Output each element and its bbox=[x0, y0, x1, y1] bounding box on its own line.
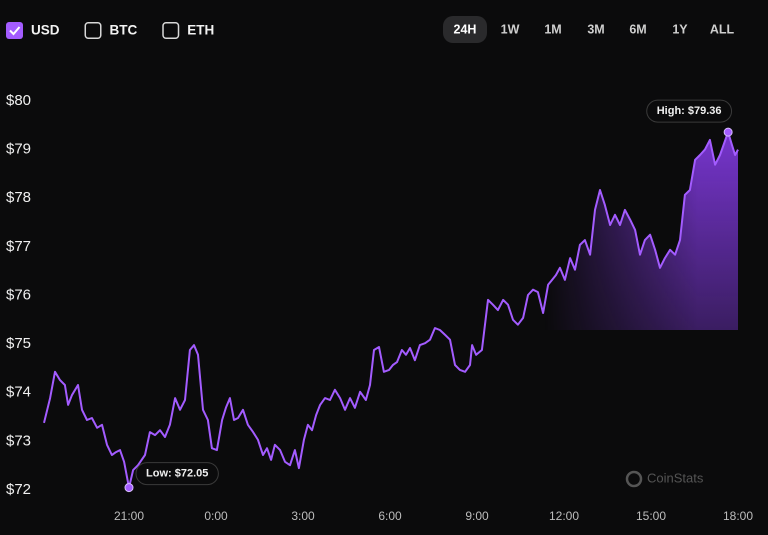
y-tick-label: $78 bbox=[6, 189, 31, 206]
watermark-text: CoinStats bbox=[647, 470, 704, 485]
annotation-dot bbox=[723, 127, 733, 137]
watermark-icon bbox=[625, 470, 643, 488]
range-label: 3M bbox=[587, 22, 604, 36]
controls: USD BTC ETH 24H 1W 1M 3M 6M 1Y ALL bbox=[6, 16, 735, 43]
y-tick-label: $76 bbox=[6, 286, 31, 303]
checkbox bbox=[162, 22, 180, 39]
price-line bbox=[43, 131, 739, 489]
range-label: 6M bbox=[629, 22, 646, 36]
range-label: 1W bbox=[501, 22, 520, 36]
range-label: 1M bbox=[544, 22, 561, 36]
currency-toggle[interactable]: ETH bbox=[162, 22, 214, 39]
annotation-bg bbox=[135, 462, 219, 486]
x-tick-label: 21:00 bbox=[114, 509, 144, 523]
y-tick-label: $79 bbox=[6, 141, 31, 158]
currency-label: ETH bbox=[187, 23, 214, 38]
watermark: CoinStats bbox=[625, 470, 704, 488]
y-tick-label: $77 bbox=[6, 238, 31, 255]
x-tick-label: 3:00 bbox=[291, 509, 315, 523]
y-tick-label: $74 bbox=[6, 384, 31, 401]
x-tick-label: 18:00 bbox=[723, 509, 753, 523]
range-button[interactable]: 3M bbox=[587, 22, 604, 36]
y-tick-label: $72 bbox=[6, 481, 31, 498]
annotation: Low: $72.05 bbox=[135, 462, 219, 486]
range-active-bg bbox=[443, 16, 487, 43]
range-button[interactable]: 6M bbox=[629, 22, 646, 36]
x-tick-label: 15:00 bbox=[636, 509, 666, 523]
check-icon bbox=[9, 26, 21, 36]
range-button[interactable]: 1W bbox=[501, 22, 520, 36]
x-tick-label: 0:00 bbox=[204, 509, 228, 523]
range-label: 1Y bbox=[672, 22, 688, 36]
checkbox-checked bbox=[6, 22, 23, 39]
range-button[interactable]: 1Y bbox=[672, 22, 688, 36]
range-button[interactable]: 24H bbox=[443, 16, 487, 43]
range-label: ALL bbox=[710, 22, 735, 36]
currency-toggle[interactable]: USD bbox=[6, 22, 60, 39]
currency-toggle[interactable]: BTC bbox=[84, 22, 138, 39]
y-tick-label: $73 bbox=[6, 432, 31, 449]
annotation-bg bbox=[646, 99, 733, 123]
currency-label: USD bbox=[31, 23, 60, 38]
checkbox bbox=[84, 22, 102, 39]
range-label: 24H bbox=[454, 22, 477, 36]
y-tick-label: $75 bbox=[6, 335, 31, 352]
x-tick-label: 12:00 bbox=[549, 509, 579, 523]
annotation-text: High: $79.36 bbox=[657, 105, 722, 117]
annotation-dot bbox=[124, 483, 134, 493]
currency-label: BTC bbox=[110, 23, 138, 38]
annotation: High: $79.36 bbox=[646, 99, 733, 123]
x-tick-label: 9:00 bbox=[465, 509, 489, 523]
range-button[interactable]: ALL bbox=[710, 22, 735, 36]
range-button[interactable]: 1M bbox=[544, 22, 561, 36]
y-tick-label: $80 bbox=[6, 92, 31, 109]
annotation-text: Low: $72.05 bbox=[146, 467, 208, 479]
area-fill bbox=[44, 132, 738, 488]
plot: $72 $73 $74 $75 $76 $77 $78 $79 $80 21:00 0:00 3:00… bbox=[6, 92, 753, 523]
x-tick-label: 6:00 bbox=[378, 509, 402, 523]
